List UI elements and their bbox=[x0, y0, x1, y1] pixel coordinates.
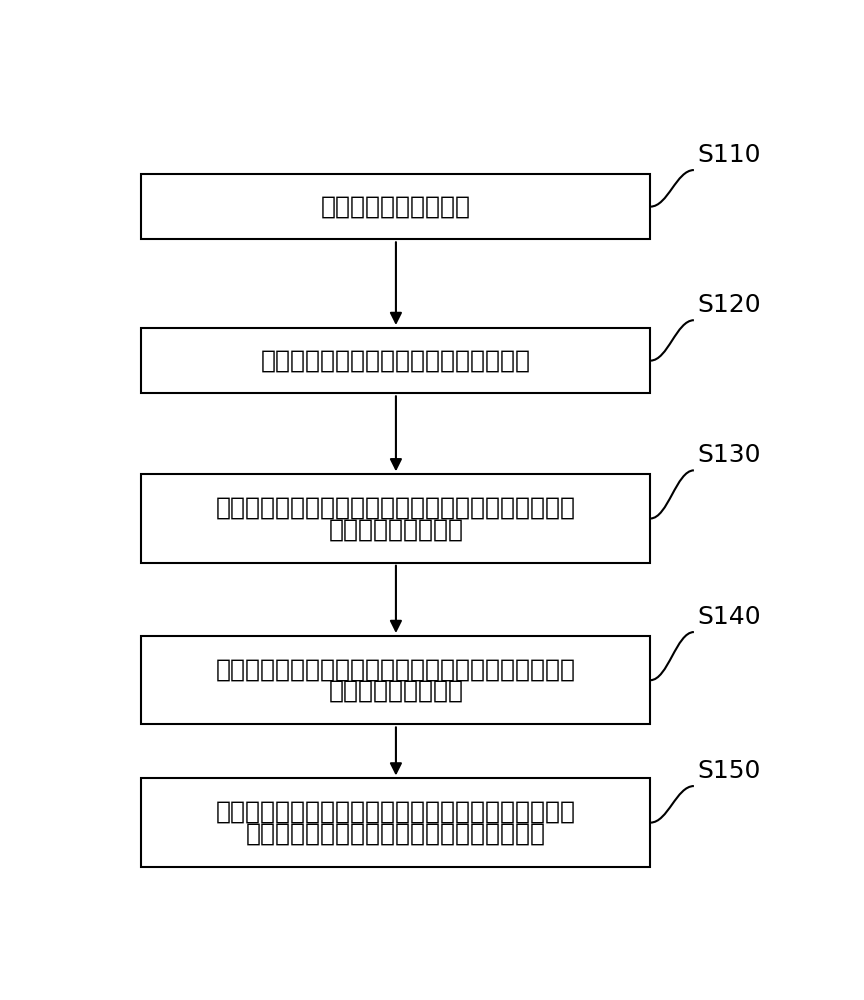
Text: 共振图像与上述三维经直肠超声图像数据配准: 共振图像与上述三维经直肠超声图像数据配准 bbox=[246, 821, 546, 845]
Bar bbox=[142, 474, 651, 563]
Text: 根据所述前列腺个性化统计运动模型实现所述前列腺磁: 根据所述前列腺个性化统计运动模型实现所述前列腺磁 bbox=[216, 800, 576, 824]
Text: 将超声弹性成像获取的所述前列腺的生物力学信息融入: 将超声弹性成像获取的所述前列腺的生物力学信息融入 bbox=[216, 496, 576, 520]
Text: 根据所述有限元模型，采用主成分分析构建所述前列腺: 根据所述有限元模型，采用主成分分析构建所述前列腺 bbox=[216, 657, 576, 681]
Text: S150: S150 bbox=[697, 759, 760, 783]
Bar bbox=[142, 328, 651, 393]
Bar bbox=[142, 778, 651, 867]
Bar bbox=[142, 174, 651, 239]
Text: S130: S130 bbox=[697, 443, 760, 467]
Text: 到所述有限元模型中: 到所述有限元模型中 bbox=[328, 517, 463, 541]
Text: S110: S110 bbox=[697, 143, 760, 167]
Text: S140: S140 bbox=[697, 605, 761, 629]
Bar bbox=[142, 636, 651, 724]
Text: 构建所述前列腺磁共振图像的有限元模型: 构建所述前列腺磁共振图像的有限元模型 bbox=[261, 349, 530, 373]
Text: 获取前列腺磁共振图像: 获取前列腺磁共振图像 bbox=[321, 195, 471, 219]
Text: S120: S120 bbox=[697, 293, 761, 317]
Text: 个性化统计运动模型: 个性化统计运动模型 bbox=[328, 679, 463, 703]
